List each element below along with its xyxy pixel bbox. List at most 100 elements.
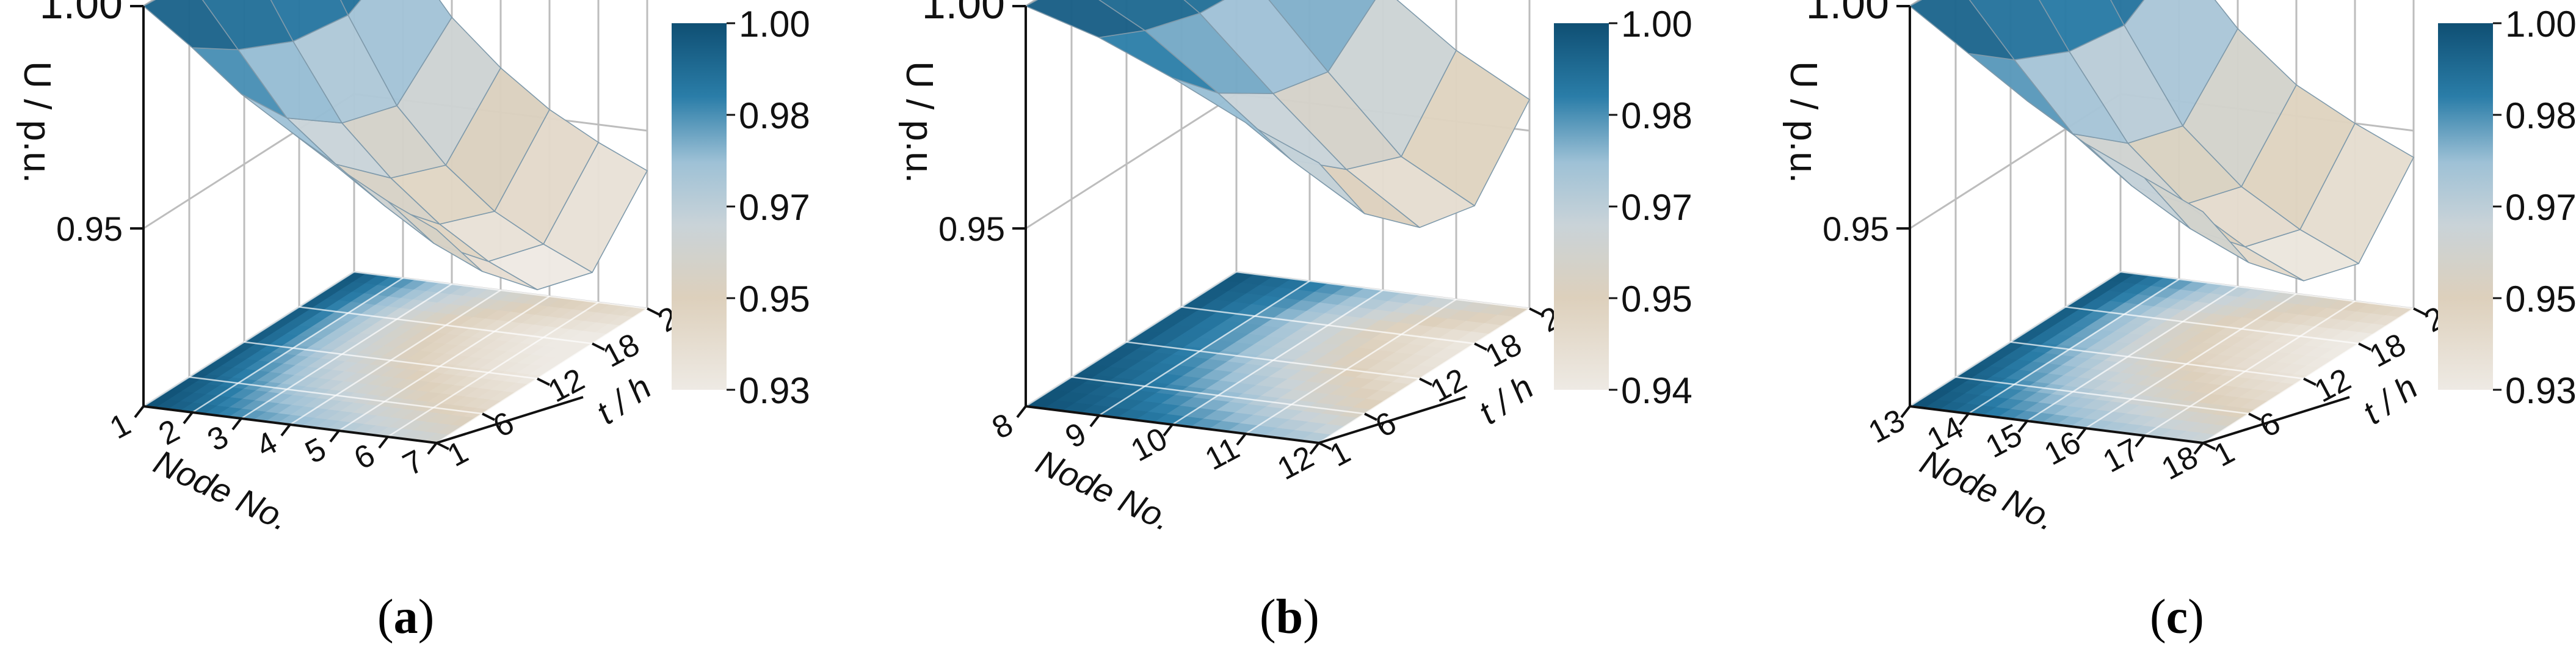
z-axis: 0.95 1.00 U / p.u. [898, 0, 1027, 406]
x-tick-label: 1 [104, 407, 137, 447]
x-tick [1900, 405, 1911, 419]
z-tick-label: 0.95 [1823, 210, 1889, 248]
x-tick-label: 13 [1863, 403, 1910, 450]
x-tick [1236, 433, 1247, 446]
y-tick [482, 412, 495, 421]
x-axis-label: Node No. [1915, 442, 2062, 538]
colorbar-tick-label: 1.00 [739, 4, 810, 45]
z-tick-label: 1.00 [1806, 0, 1889, 27]
surface [1909, 0, 2414, 282]
floor-heatmap [143, 271, 648, 444]
z-axis: 0.95 1.00 U / p.u. [16, 0, 145, 406]
colorbar-gradient [672, 23, 727, 390]
x-tick-label: 11 [1200, 431, 1246, 478]
y-axis-label: t / h [589, 367, 658, 431]
x-tick [1016, 405, 1027, 419]
floor-heatmap [1909, 271, 2414, 444]
x-tick-label: 3 [202, 419, 234, 459]
x-tick [1309, 442, 1320, 455]
x-tick [2135, 434, 2146, 448]
y-tick [1474, 342, 1487, 351]
x-tick [183, 411, 194, 425]
panel-label-b: (b) [1260, 590, 1319, 644]
x-tick-label: 15 [1980, 417, 2028, 465]
y-tick-label: 1 [2208, 434, 2240, 474]
colorbar-tick-label: 0.98 [1621, 95, 1693, 136]
colorbar-tick-label: 0.95 [2505, 279, 2576, 320]
y-tick [436, 442, 449, 450]
colorbar-tick-label: 0.93 [739, 370, 810, 411]
colorbar-tick-label: 0.97 [1621, 187, 1693, 228]
z-axis-label: U / p.u. [898, 61, 940, 183]
colorbar-tick-label: 0.98 [739, 95, 810, 136]
x-tick-label: 6 [349, 437, 381, 477]
y-tick [537, 377, 550, 386]
surface-cell [1909, 0, 2015, 60]
x-tick-label: 12 [1272, 439, 1319, 487]
z-axis-label: U / p.u. [1782, 61, 1824, 183]
colorbar-tick-label: 0.95 [1621, 279, 1693, 320]
y-tick [1318, 442, 1332, 450]
colorbar-gradient [1554, 23, 1609, 390]
x-tick-label: 8 [987, 407, 1019, 447]
colorbar: 1.00 0.98 0.97 0.95 0.93 [2438, 4, 2576, 411]
x-tick [1163, 423, 1174, 437]
x-tick-label: 18 [2156, 439, 2204, 487]
z-axis-label: U / p.u. [16, 61, 58, 183]
y-tick [1529, 307, 1542, 316]
y-tick [2248, 412, 2262, 421]
z-tick-label: 1.00 [922, 0, 1005, 27]
x-tick-label: 5 [300, 431, 332, 471]
y-tick-label: 1 [1324, 434, 1356, 474]
y-axis-label: t / h [1471, 367, 1540, 431]
y-tick [2202, 442, 2216, 450]
x-tick [231, 417, 242, 431]
x-tick [134, 405, 145, 419]
x-tick [2017, 420, 2028, 433]
z-tick-label: 0.95 [56, 210, 123, 248]
colorbar-tick-label: 0.93 [2505, 370, 2576, 411]
z-tick-label: 0.95 [938, 210, 1005, 248]
colorbar-tick-label: 0.94 [1621, 370, 1693, 411]
y-axis-label: t / h [2356, 367, 2425, 431]
x-tick [378, 436, 389, 449]
y-tick [1419, 377, 1432, 386]
panel-label-a: (a) [377, 590, 435, 644]
y-tick [1364, 412, 1377, 421]
x-tick-label: 10 [1125, 421, 1173, 469]
x-tick [2193, 442, 2204, 455]
y-tick [2358, 342, 2371, 351]
y-tick [2303, 377, 2317, 386]
colorbar: 1.00 0.98 0.97 0.95 0.93 [672, 4, 810, 411]
x-tick-label: 9 [1060, 416, 1092, 456]
colorbar-gradient [2438, 23, 2493, 390]
colorbar-tick-label: 0.98 [2505, 95, 2576, 136]
colorbar-tick-label: 0.97 [2505, 187, 2576, 228]
z-tick-label: 1.00 [40, 0, 123, 27]
x-tick-label: 4 [251, 425, 283, 465]
x-tick [329, 430, 340, 443]
colorbar-tick-label: 1.00 [1621, 4, 1693, 45]
y-tick [2413, 307, 2426, 316]
colorbar-tick-label: 1.00 [2505, 4, 2576, 45]
z-axis: 0.95 1.00 U / p.u. [1782, 0, 1911, 406]
y-tick [647, 307, 660, 316]
x-tick-label: 17 [2097, 432, 2145, 480]
surface [143, 0, 648, 291]
x-tick-label: 7 [397, 444, 430, 483]
colorbar: 1.00 0.98 0.97 0.95 0.94 [1554, 4, 1693, 411]
surface [1025, 0, 1530, 228]
x-tick [1959, 412, 1970, 426]
surface-cell [1025, 0, 1145, 38]
surface-cell [143, 0, 239, 51]
floor-heatmap [1025, 271, 1530, 444]
x-tick-label: 16 [2039, 425, 2086, 472]
x-tick [427, 442, 438, 455]
surface-cell [2110, 0, 2145, 26]
x-tick [1089, 414, 1100, 428]
surface-cell [1183, 0, 1225, 14]
